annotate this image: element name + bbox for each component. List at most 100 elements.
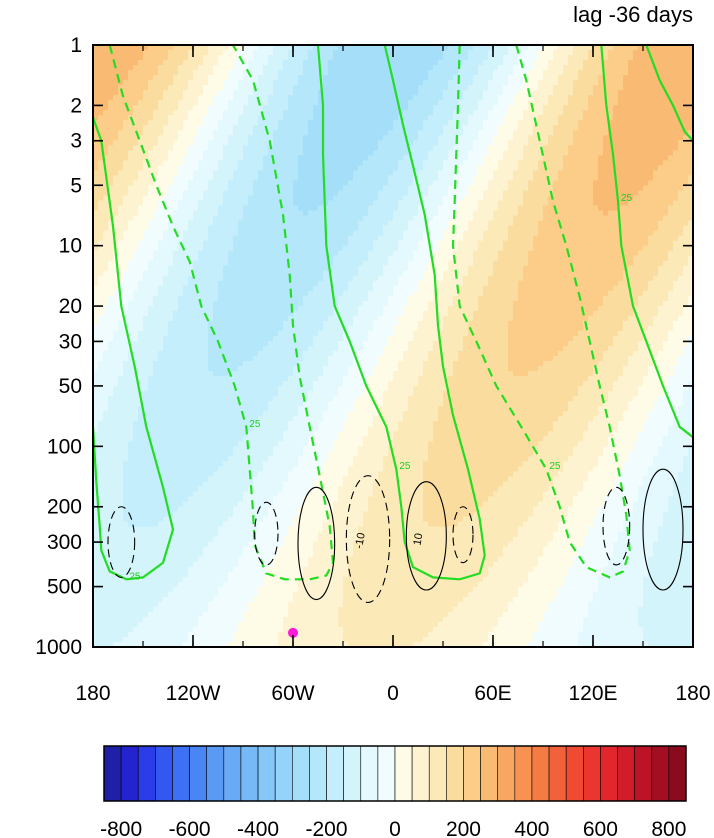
- field-cell: [243, 200, 249, 207]
- field-cell: [668, 215, 674, 222]
- field-cell: [568, 215, 574, 222]
- field-cell: [298, 200, 304, 207]
- field-cell: [498, 130, 504, 136]
- field-cell: [473, 115, 479, 121]
- field-cell: [408, 160, 414, 166]
- field-cell: [523, 50, 529, 56]
- field-cell: [433, 175, 439, 182]
- field-cell: [498, 210, 504, 217]
- field-cell: [358, 85, 364, 91]
- field-cell: [303, 150, 309, 156]
- field-cell: [233, 95, 239, 101]
- field-cell: [403, 175, 409, 182]
- field-cell: [608, 85, 614, 91]
- field-cell: [598, 195, 604, 202]
- field-cell: [653, 160, 659, 166]
- field-cell: [163, 230, 169, 237]
- field-cell: [688, 150, 693, 156]
- field-cell: [673, 140, 679, 146]
- field-cell: [373, 50, 379, 56]
- field-cell: [253, 220, 259, 227]
- field-cell: [323, 80, 329, 86]
- field-cell: [168, 250, 174, 257]
- field-cell: [223, 100, 229, 106]
- field-cell: [643, 160, 649, 166]
- field-cell: [438, 230, 444, 237]
- field-cell: [203, 150, 209, 156]
- field-cell: [178, 55, 184, 61]
- field-cell: [243, 70, 249, 76]
- field-cell: [508, 240, 514, 247]
- field-cell: [653, 195, 659, 202]
- field-cell: [378, 85, 384, 91]
- field-cell: [308, 245, 314, 252]
- field-cell: [483, 150, 489, 156]
- field-cell: [648, 115, 654, 121]
- field-cell: [663, 80, 669, 86]
- field-cell: [368, 210, 374, 217]
- field-cell: [593, 160, 599, 166]
- field-cell: [193, 135, 199, 141]
- field-cell: [428, 140, 434, 146]
- field-cell: [568, 190, 574, 197]
- field-cell: [243, 155, 249, 161]
- field-cell: [378, 230, 384, 237]
- field-cell: [433, 115, 439, 121]
- field-cell: [548, 75, 554, 81]
- field-cell: [413, 85, 419, 91]
- field-cell: [283, 185, 289, 192]
- field-cell: [168, 80, 174, 86]
- field-cell: [648, 235, 654, 242]
- field-cell: [413, 95, 419, 101]
- field-cell: [598, 85, 604, 91]
- field-cell: [263, 105, 269, 111]
- field-cell: [413, 50, 419, 56]
- field-cell: [513, 135, 519, 141]
- field-cell: [273, 115, 279, 121]
- field-cell: [563, 190, 569, 197]
- field-cell: [358, 75, 364, 81]
- field-cell: [573, 95, 579, 101]
- field-cell: [453, 220, 459, 227]
- field-cell: [128, 180, 134, 187]
- field-cell: [543, 105, 549, 111]
- field-cell: [463, 165, 469, 172]
- field-cell: [273, 190, 279, 197]
- field-cell: [683, 110, 689, 116]
- field-cell: [188, 160, 194, 166]
- field-cell: [653, 110, 659, 116]
- field-cell: [233, 225, 239, 232]
- field-cell: [138, 240, 144, 247]
- field-cell: [308, 160, 314, 166]
- field-cell: [168, 210, 174, 217]
- field-cell: [628, 45, 634, 51]
- field-cell: [358, 175, 364, 182]
- field-cell: [433, 185, 439, 192]
- field-cell: [108, 70, 114, 76]
- field-cell: [513, 165, 519, 172]
- field-cell: [293, 165, 299, 172]
- field-cell: [188, 85, 194, 91]
- field-cell: [128, 125, 134, 131]
- field-cell: [233, 100, 239, 106]
- field-cell: [518, 195, 524, 202]
- field-cell: [558, 110, 564, 116]
- field-cell: [398, 225, 404, 232]
- field-cell: [568, 170, 574, 177]
- field-cell: [538, 160, 544, 166]
- field-cell: [333, 115, 339, 121]
- field-cell: [363, 250, 369, 257]
- field-cell: [338, 75, 344, 81]
- field-cell: [203, 190, 209, 197]
- field-cell: [453, 125, 459, 131]
- field-cell: [533, 140, 539, 146]
- field-cell: [613, 160, 619, 166]
- field-cell: [133, 140, 139, 146]
- field-cell: [558, 100, 564, 106]
- field-cell: [633, 200, 639, 207]
- field-cell: [323, 90, 329, 96]
- field-cell: [483, 170, 489, 177]
- field-cell: [168, 55, 174, 61]
- field-cell: [153, 150, 159, 156]
- field-cell: [253, 105, 259, 111]
